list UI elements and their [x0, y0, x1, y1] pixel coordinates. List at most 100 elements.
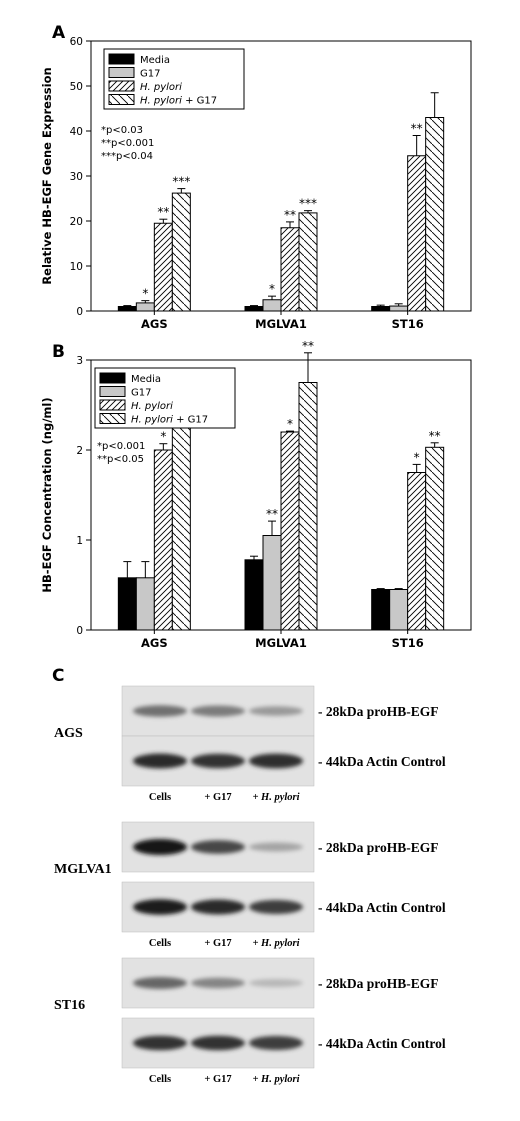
significance-marker: **	[429, 429, 441, 443]
band-label: - 28kDa proHB-EGF	[318, 840, 439, 855]
protein-band	[191, 840, 245, 854]
protein-band	[133, 977, 187, 989]
legend-label-text: + G17	[173, 415, 208, 426]
legend-swatch	[99, 399, 126, 411]
band-label: - 44kDa Actin Control	[318, 900, 446, 915]
bar	[425, 117, 445, 312]
bar	[371, 306, 391, 312]
bar	[244, 306, 264, 312]
bar	[153, 222, 173, 312]
protein-band	[191, 753, 245, 769]
significance-marker: **	[157, 205, 169, 219]
legend-label: H. pylori	[131, 401, 173, 412]
lane-label: + G17	[204, 792, 231, 803]
y-tick-label: 50	[70, 81, 83, 93]
p-value-annotation: **p<0.05	[97, 454, 144, 465]
bar	[425, 446, 445, 631]
legend: Media G17 H. pylori H. pylori + G17	[94, 367, 236, 429]
significance-marker: ***	[172, 175, 190, 189]
legend-swatch	[108, 94, 135, 105]
y-tick-label: 0	[76, 306, 83, 318]
bar	[262, 299, 282, 312]
significance-marker: **	[302, 339, 314, 353]
cell-line-label: MGLVA1	[54, 862, 112, 877]
legend-label: G17	[131, 388, 151, 399]
panel-label: B	[52, 342, 65, 362]
significance-marker: *	[414, 450, 420, 464]
bar	[280, 431, 300, 631]
blot-mglva1: MGLVA1 - 28kDa proHB-EGF - 44kDa Actin Con…	[54, 821, 446, 949]
legend-swatch	[108, 80, 135, 92]
y-tick-label: 2	[76, 445, 83, 457]
legend-swatch	[108, 67, 135, 78]
x-tick-label: AGS	[141, 317, 168, 331]
x-tick-label: MGLVA1	[255, 636, 307, 650]
protein-band	[133, 753, 187, 769]
protein-band	[133, 839, 187, 855]
lane-label: + H. pylori	[252, 792, 299, 803]
chart-panel-a: A Relative HB-EGF Gene Expression 0 10 20 30 4…	[40, 23, 472, 331]
lane-label: + H. pylori	[252, 938, 299, 949]
bar	[171, 192, 191, 312]
significance-marker: *	[142, 287, 148, 301]
bar	[262, 535, 282, 631]
y-tick-label: 10	[70, 261, 83, 273]
bar	[407, 472, 427, 631]
protein-band	[249, 1036, 303, 1050]
x-tick-label: MGLVA1	[255, 317, 307, 331]
lane-label: + G17	[204, 938, 231, 949]
chart-panel-b: BHB-EGF Concentration (ng/ml)0123***AGS*…	[40, 339, 472, 650]
protein-band	[249, 979, 303, 987]
legend-label-italic: H. pylori	[140, 96, 182, 107]
x-tick-label: AGS	[141, 636, 168, 650]
y-tick-label: 0	[76, 625, 83, 637]
bar	[407, 155, 427, 312]
panel-label: A	[52, 23, 66, 43]
legend-label-text: G17	[131, 388, 151, 399]
protein-band	[133, 705, 187, 717]
cell-line-label: ST16	[54, 998, 85, 1013]
western-blot-panel: C AGS - 28kDa proHB-EGF - 44kDa Actin Contr…	[52, 666, 446, 1085]
protein-band	[249, 753, 303, 769]
legend-label: Media	[131, 374, 161, 385]
p-value-annotation: *p<0.001	[97, 441, 145, 452]
y-tick-label: 3	[76, 355, 83, 367]
legend-label-italic: H. pylori	[140, 82, 182, 93]
protein-band	[133, 899, 187, 915]
protein-band	[249, 706, 303, 716]
bar	[135, 577, 155, 631]
significance-marker: *	[287, 417, 293, 431]
y-tick-label: 30	[70, 171, 83, 183]
y-tick-label: 60	[70, 36, 83, 48]
protein-band	[191, 899, 245, 915]
cell-line-label: AGS	[54, 726, 83, 741]
legend-swatch	[99, 372, 126, 384]
legend-label: H. pylori	[140, 82, 182, 93]
legend-label: H. pylori + G17	[140, 96, 217, 107]
bar	[135, 302, 155, 312]
blot-ags: AGS - 28kDa proHB-EGF - 44kDa Actin Contro…	[54, 685, 446, 803]
significance-marker: **	[411, 122, 423, 136]
legend-label: Media	[140, 55, 170, 66]
band-label: - 28kDa proHB-EGF	[318, 976, 439, 991]
legend-swatch	[99, 386, 126, 397]
legend-label: H. pylori + G17	[131, 415, 208, 426]
legend-label-text: + G17	[182, 96, 217, 107]
lane-label: Cells	[149, 1074, 171, 1085]
legend-label-italic: H. pylori	[131, 401, 173, 412]
lane-label: + G17	[204, 1074, 231, 1085]
protein-band	[133, 1035, 187, 1051]
legend-label: G17	[140, 69, 160, 80]
y-axis-label: HB-EGF Concentration (ng/ml)	[40, 397, 54, 592]
bar	[117, 306, 137, 312]
bar	[389, 305, 409, 312]
bar	[298, 212, 318, 312]
p-value-annotation: ***p<0.04	[101, 151, 153, 162]
bar	[298, 382, 318, 631]
protein-band	[249, 842, 303, 852]
blot-st16: ST16 - 28kDa proHB-EGF - 44kDa Actin Contr…	[54, 957, 446, 1085]
significance-marker: **	[284, 208, 296, 222]
x-tick-label: ST16	[392, 317, 424, 331]
protein-band	[191, 1035, 245, 1051]
